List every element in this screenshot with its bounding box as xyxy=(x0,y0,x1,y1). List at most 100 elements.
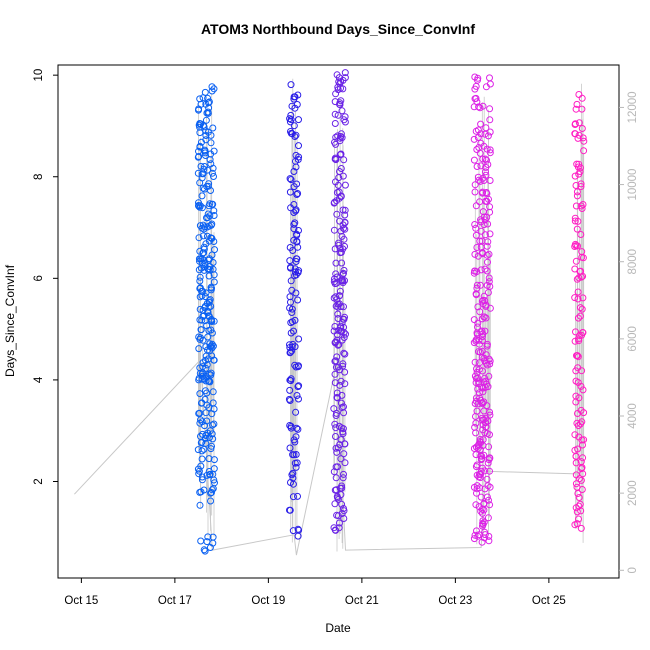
data-point xyxy=(483,342,491,350)
data-point xyxy=(288,305,296,313)
data-point xyxy=(335,519,343,527)
data-point xyxy=(195,153,203,160)
y-left-tick-label: 8 xyxy=(33,174,45,180)
data-point xyxy=(285,395,293,403)
data-point xyxy=(330,468,338,476)
data-point xyxy=(483,145,491,153)
data-point xyxy=(290,225,298,233)
data-point xyxy=(574,314,582,322)
data-point xyxy=(482,301,490,309)
data-point xyxy=(573,188,581,196)
data-point xyxy=(340,515,348,522)
data-point xyxy=(485,532,493,540)
data-point xyxy=(571,265,579,273)
data-point xyxy=(204,99,212,107)
data-point xyxy=(337,377,345,385)
data-point xyxy=(486,80,494,88)
data-point xyxy=(292,163,300,171)
data-point xyxy=(482,419,490,427)
data-point xyxy=(476,104,484,112)
data-point xyxy=(332,259,340,267)
data-point xyxy=(208,251,216,259)
data-point xyxy=(196,488,204,496)
data-point xyxy=(333,71,341,79)
data-point xyxy=(472,501,480,509)
data-point xyxy=(341,74,349,82)
data-point xyxy=(195,202,203,210)
data-point xyxy=(204,166,212,174)
data-point xyxy=(292,268,299,276)
data-point xyxy=(207,445,215,453)
data-point xyxy=(470,156,478,164)
data-point xyxy=(199,232,207,240)
data-point xyxy=(196,203,204,211)
data-point xyxy=(289,247,297,254)
data-point xyxy=(205,455,213,463)
data-point xyxy=(577,420,584,428)
data-point xyxy=(486,408,493,416)
data-point xyxy=(486,74,493,82)
data-point xyxy=(579,441,586,449)
data-point xyxy=(339,428,347,436)
data-point xyxy=(208,83,216,91)
data-point xyxy=(470,316,478,324)
data-point xyxy=(292,408,300,416)
data-point xyxy=(480,534,488,542)
data-point xyxy=(286,397,294,404)
data-point xyxy=(571,172,579,180)
data-point xyxy=(210,147,218,155)
data-point xyxy=(336,287,344,295)
data-point xyxy=(579,454,587,462)
line-layer xyxy=(74,78,585,556)
data-point xyxy=(289,340,297,348)
data-point xyxy=(481,327,489,335)
data-point xyxy=(486,431,493,439)
data-point xyxy=(294,156,302,163)
data-point xyxy=(341,211,349,219)
data-point xyxy=(289,527,297,535)
data-point xyxy=(337,399,345,407)
data-point xyxy=(340,470,347,478)
data-point xyxy=(486,146,494,154)
data-point xyxy=(198,138,205,146)
data-point xyxy=(197,326,205,334)
data-point xyxy=(339,85,347,93)
data-point xyxy=(292,271,300,279)
data-point xyxy=(209,124,217,132)
data-point xyxy=(486,304,494,312)
data-point xyxy=(196,143,204,151)
data-point xyxy=(471,181,479,189)
data-point xyxy=(485,278,493,286)
data-point xyxy=(198,174,206,182)
data-point xyxy=(196,305,204,313)
data-point xyxy=(294,190,302,197)
data-point xyxy=(331,370,339,378)
data-point xyxy=(577,382,585,390)
data-point xyxy=(289,469,297,477)
data-point xyxy=(481,265,489,273)
x-tick-label: Oct 25 xyxy=(532,595,566,607)
data-point xyxy=(199,430,206,438)
data-point xyxy=(483,197,491,205)
data-point xyxy=(572,257,580,265)
data-point xyxy=(294,492,301,500)
data-point xyxy=(196,123,204,131)
data-point xyxy=(575,335,582,343)
data-point xyxy=(201,396,209,403)
data-point xyxy=(578,464,586,471)
data-point xyxy=(477,162,485,170)
data-point xyxy=(571,217,579,225)
data-point xyxy=(484,220,492,228)
data-point xyxy=(474,173,482,181)
data-point xyxy=(290,220,298,228)
data-point xyxy=(287,375,295,383)
data-point xyxy=(472,82,480,90)
data-point xyxy=(196,335,204,343)
data-point xyxy=(340,235,348,243)
x-tick-label: Oct 21 xyxy=(345,595,379,607)
data-point xyxy=(207,187,214,194)
data-point xyxy=(338,107,346,115)
data-point xyxy=(199,363,207,371)
data-point xyxy=(295,395,302,403)
data-point xyxy=(201,149,209,157)
